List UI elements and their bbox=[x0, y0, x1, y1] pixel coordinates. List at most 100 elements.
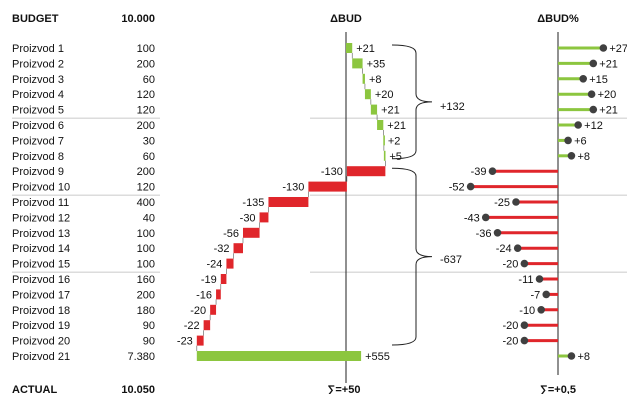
delta-header: ΔBUD bbox=[330, 13, 362, 25]
waterfall-label: -20 bbox=[190, 305, 206, 317]
pct-label: -7 bbox=[530, 289, 540, 301]
pct-dot bbox=[564, 136, 572, 145]
row-budget: 60 bbox=[143, 74, 155, 86]
pct-dot bbox=[520, 259, 529, 268]
pct-dot bbox=[587, 90, 596, 98]
pct-label: +21 bbox=[599, 105, 618, 117]
waterfall-bar bbox=[210, 304, 217, 315]
pct-dot bbox=[520, 336, 529, 345]
pct-label: -52 bbox=[449, 182, 465, 194]
waterfall-bar bbox=[220, 274, 227, 284]
pct-label: +12 bbox=[584, 120, 603, 132]
waterfall-bar bbox=[364, 89, 371, 100]
waterfall-label: -130 bbox=[282, 182, 304, 194]
actual-label: ACTUAL bbox=[12, 384, 57, 394]
row-label: Proizvod 15 bbox=[12, 259, 70, 271]
pct-dot bbox=[535, 275, 544, 283]
row-label: Proizvod 4 bbox=[12, 89, 64, 101]
pct-label: -11 bbox=[518, 274, 533, 286]
pct-dot bbox=[512, 198, 520, 206]
row-label: Proizvod 21 bbox=[12, 351, 70, 363]
waterfall-bar bbox=[226, 258, 234, 269]
waterfall-label: +8 bbox=[369, 74, 382, 86]
bracket-lower bbox=[391, 167, 433, 346]
pct-dot bbox=[493, 229, 502, 237]
waterfall-label: +5 bbox=[389, 151, 402, 163]
row-budget: 90 bbox=[143, 336, 155, 348]
pct-dot bbox=[520, 321, 529, 330]
pct-dot bbox=[579, 75, 587, 83]
row-label: Proizvod 10 bbox=[12, 182, 70, 194]
pct-label: +6 bbox=[574, 135, 587, 147]
row-label: Proizvod 20 bbox=[12, 336, 70, 348]
pct-dot bbox=[589, 59, 598, 68]
waterfall-bar bbox=[268, 197, 309, 207]
waterfall-label: -23 bbox=[177, 336, 193, 348]
row-budget: 200 bbox=[137, 120, 155, 132]
pct-label: +27 bbox=[609, 43, 627, 55]
row-budget: 7.380 bbox=[127, 351, 155, 363]
row-label: Proizvod 16 bbox=[12, 274, 70, 286]
row-label: Proizvod 1 bbox=[12, 43, 64, 55]
waterfall-bar bbox=[259, 212, 269, 223]
pct-dot bbox=[466, 182, 475, 191]
pct-label: -20 bbox=[502, 336, 518, 348]
pct-label: -39 bbox=[471, 166, 487, 178]
row-budget: 200 bbox=[137, 166, 155, 178]
waterfall-bar bbox=[370, 104, 378, 115]
pct-dot bbox=[567, 152, 576, 160]
row-budget: 90 bbox=[143, 320, 155, 332]
row-label: Proizvod 5 bbox=[12, 105, 64, 117]
row-label: Proizvod 3 bbox=[12, 74, 64, 86]
pct-dot bbox=[589, 105, 598, 114]
row-budget: 30 bbox=[143, 135, 155, 147]
budget-total: 10.000 bbox=[121, 13, 155, 25]
delta-pct-header: ΔBUD% bbox=[537, 13, 579, 25]
row-label: Proizvod 11 bbox=[12, 197, 69, 209]
waterfall-label: +21 bbox=[387, 120, 406, 132]
row-budget: 100 bbox=[137, 228, 155, 240]
row-label: Proizvod 17 bbox=[12, 289, 70, 301]
waterfall-bar bbox=[352, 58, 363, 69]
row-budget: 160 bbox=[137, 274, 155, 286]
pct-label: -36 bbox=[476, 228, 492, 240]
actual-total: 10.050 bbox=[121, 384, 155, 394]
waterfall-bar bbox=[242, 227, 260, 238]
waterfall-label: -56 bbox=[223, 228, 239, 240]
row-label: Proizvod 8 bbox=[12, 151, 64, 163]
waterfall-bar bbox=[196, 335, 204, 346]
row-budget: 60 bbox=[143, 151, 155, 163]
waterfall-bar bbox=[308, 181, 347, 192]
row-label: Proizvod 19 bbox=[12, 320, 70, 332]
waterfall-bar bbox=[346, 43, 353, 53]
waterfall-bar bbox=[346, 166, 386, 177]
row-label: Proizvod 12 bbox=[12, 212, 70, 224]
pct-dot bbox=[513, 244, 522, 252]
waterfall-label: -19 bbox=[201, 274, 217, 286]
pct-label: +8 bbox=[577, 151, 590, 163]
bracket-upper-label: +132 bbox=[440, 101, 465, 113]
row-budget: 100 bbox=[137, 43, 155, 55]
row-label: Proizvod 2 bbox=[12, 58, 64, 70]
pct-label: -25 bbox=[494, 197, 510, 209]
waterfall-label: -16 bbox=[196, 289, 212, 301]
waterfall-bar bbox=[203, 320, 211, 331]
row-label: Proizvod 13 bbox=[12, 228, 70, 240]
waterfall-bar bbox=[383, 150, 386, 161]
row-budget: 40 bbox=[143, 212, 155, 224]
pct-label: -20 bbox=[502, 259, 518, 271]
waterfall-label: +35 bbox=[367, 58, 386, 70]
pct-dot bbox=[488, 167, 497, 175]
pct-label: -43 bbox=[464, 212, 480, 224]
row-budget: 120 bbox=[137, 89, 155, 101]
waterfall-bar bbox=[233, 243, 243, 254]
pct-dot bbox=[567, 352, 576, 360]
waterfall-label: -30 bbox=[240, 212, 256, 224]
pct-label: -24 bbox=[496, 243, 512, 255]
waterfall-bar bbox=[362, 73, 365, 84]
waterfall-label: -130 bbox=[321, 166, 343, 178]
row-budget: 400 bbox=[137, 197, 155, 209]
waterfall-label: +21 bbox=[381, 105, 400, 117]
row-budget: 100 bbox=[137, 243, 155, 255]
